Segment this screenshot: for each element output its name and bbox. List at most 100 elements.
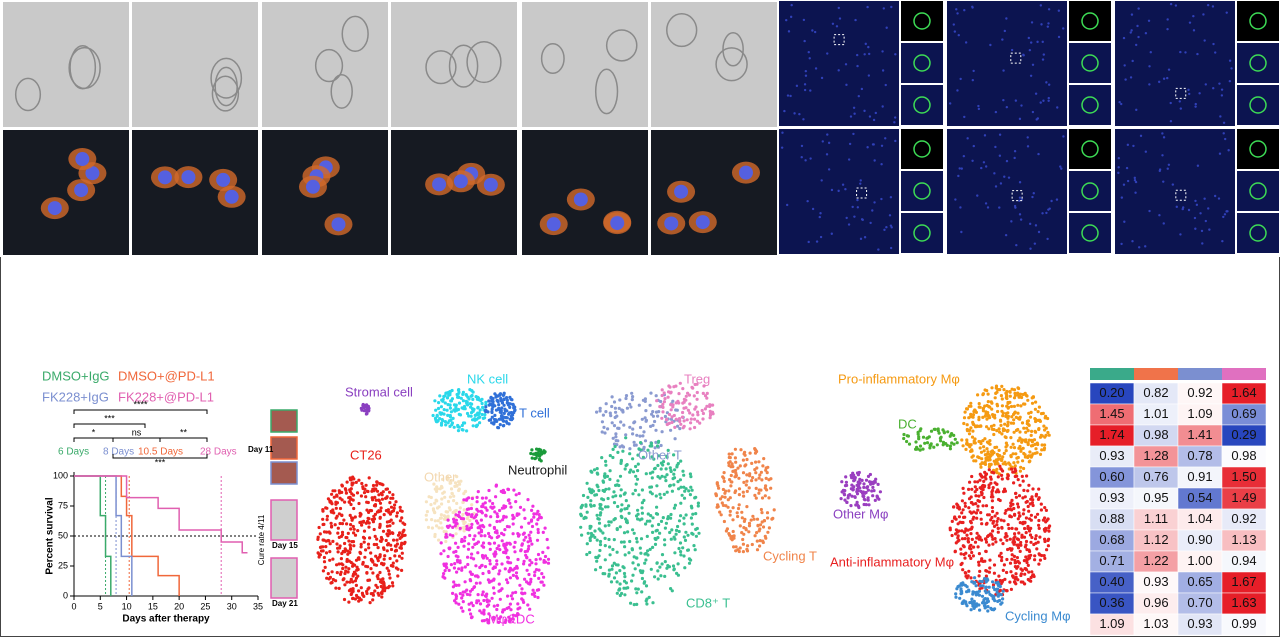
- cell-dot: [995, 511, 999, 515]
- cell-dot: [435, 524, 439, 528]
- cell-dot: [936, 427, 940, 431]
- cell-dot: [988, 439, 992, 443]
- cell-dot: [1036, 512, 1040, 516]
- cell-dot: [389, 496, 393, 500]
- cell-dot: [608, 454, 612, 458]
- cell-dot: [721, 475, 725, 479]
- cell-dot: [741, 537, 745, 542]
- cell-dot: [1009, 587, 1014, 592]
- cell-dot: [514, 590, 518, 595]
- cell-dot: [449, 399, 453, 403]
- cell-dot: [643, 416, 647, 420]
- heatmap-cell: [1221, 613, 1267, 636]
- nucleus-dot: [976, 194, 979, 197]
- cell-dot: [449, 487, 454, 491]
- nucleus-dot: [1013, 204, 1017, 208]
- cell-dot: [638, 425, 643, 430]
- cell-dot: [962, 491, 966, 495]
- cell-dot: [502, 403, 506, 407]
- cell-dot: [452, 499, 456, 503]
- cell-dot: [369, 509, 374, 513]
- cell-dot: [639, 441, 643, 445]
- nucleus-dot: [867, 45, 870, 49]
- cell-dot: [530, 518, 534, 522]
- cell-dot: [688, 427, 692, 431]
- cell-dot: [1022, 508, 1026, 512]
- cell-dot: [492, 525, 496, 530]
- cell-dot: [374, 498, 378, 502]
- cell-dot: [997, 497, 1001, 502]
- cell-dot: [607, 487, 611, 491]
- cell-dot: [871, 494, 875, 498]
- cell-dot: [509, 505, 513, 509]
- cell-dot: [346, 552, 350, 556]
- cell-dot: [727, 463, 731, 468]
- cell-dot: [743, 453, 747, 457]
- heatmap-value: 0.88: [1099, 511, 1124, 526]
- nucleus-dot: [1219, 115, 1222, 118]
- roi-box: [856, 187, 868, 199]
- nucleus-dot: [1175, 205, 1178, 209]
- cell-dot: [973, 409, 977, 413]
- nucleus-dot: [1218, 152, 1222, 155]
- cell-dot: [1019, 543, 1023, 547]
- cell-dot: [353, 563, 357, 567]
- cell-dot: [1023, 572, 1027, 576]
- cell-dot: [485, 556, 489, 560]
- nucleus-dot: [853, 215, 856, 218]
- cell-dot: [663, 543, 667, 547]
- nucleus-dot: [874, 111, 878, 115]
- cell-dot: [1015, 474, 1019, 478]
- cell-dot: [462, 526, 467, 531]
- cell-dot: [361, 520, 365, 524]
- cell-dot: [1027, 438, 1031, 442]
- cell-dot: [358, 550, 362, 555]
- cell-dot: [458, 526, 462, 531]
- cell-dot: [592, 468, 597, 472]
- cell-dot: [433, 487, 437, 491]
- cell-dot: [360, 481, 364, 486]
- cell-dot: [619, 488, 623, 492]
- cell-dot: [1028, 459, 1032, 463]
- cell-dot: [579, 514, 584, 518]
- cell-dot: [851, 475, 856, 480]
- nucleus-dot: [1162, 77, 1166, 80]
- cell-dot: [643, 552, 647, 556]
- cell-dot: [1029, 433, 1033, 437]
- cell-dot: [629, 405, 633, 409]
- cell-dot: [465, 524, 469, 529]
- inset-image: [1237, 171, 1279, 211]
- cell-dot: [348, 513, 352, 518]
- cell-dot: [1033, 537, 1038, 541]
- cell-dot: [855, 471, 860, 475]
- cell-dot: [543, 526, 547, 530]
- cell-dot: [369, 551, 373, 555]
- nucleus-dot: [781, 131, 784, 134]
- cluster-label: Anti-inflammatory Mφ: [830, 554, 954, 569]
- cell-dot: [508, 395, 512, 399]
- cell-dot: [643, 399, 647, 403]
- cell-dot: [648, 519, 652, 523]
- cell-dot: [444, 535, 448, 539]
- cell-dot: [439, 405, 443, 409]
- cell-dot: [743, 517, 747, 521]
- nucleus-dot: [1001, 38, 1004, 41]
- cell-dot: [639, 448, 643, 452]
- cell-dot: [379, 584, 383, 589]
- cell-dot: [755, 539, 759, 543]
- cell-dot: [603, 572, 607, 576]
- cell-dot: [1047, 433, 1051, 437]
- cell-dot: [345, 580, 349, 584]
- cell-dot: [485, 592, 489, 596]
- cell-dot: [650, 492, 654, 496]
- cell-dot: [1018, 444, 1022, 449]
- nucleus-dot: [1192, 14, 1195, 18]
- cell-dot: [967, 569, 971, 573]
- cell-dot: [758, 473, 762, 477]
- cell-dot: [977, 537, 981, 541]
- cell-dot: [954, 528, 959, 532]
- cell-dot: [540, 572, 544, 576]
- cell-dot: [348, 580, 352, 584]
- cell-dot: [750, 461, 754, 465]
- cell-dot: [494, 418, 498, 422]
